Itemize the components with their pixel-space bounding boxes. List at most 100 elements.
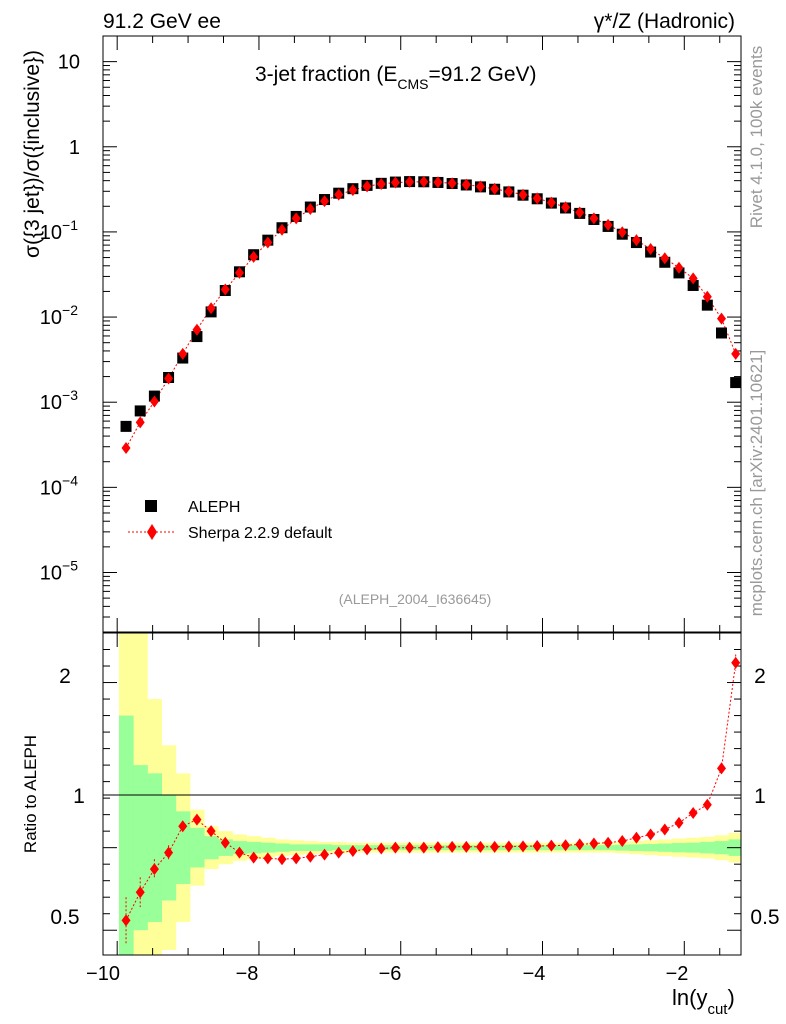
ratio-ytick-right-1: 1	[754, 785, 766, 808]
mc-data-point	[192, 323, 202, 336]
mc-data-point	[504, 185, 514, 198]
x-axis-label: ln(ycut)	[672, 985, 735, 1018]
main-ytick-label: 1	[69, 137, 80, 159]
ratio-mc-point	[518, 840, 528, 853]
aleph-data-point	[191, 331, 203, 343]
mc-data-point	[334, 188, 344, 201]
legend-aleph-label: ALEPH	[188, 499, 240, 516]
ratio-band-green	[714, 841, 730, 855]
ratio-mc-point	[660, 823, 670, 836]
main-data-series	[120, 175, 742, 454]
ratio-ytick-right-2: 2	[754, 665, 766, 688]
main-ytick-label: 10	[58, 52, 80, 74]
rivet-version-label: Rivet 4.1.0, 100k events	[747, 46, 766, 228]
mc-data-point	[731, 347, 741, 360]
mc-data-point	[390, 176, 400, 189]
mc-data-point	[447, 177, 457, 190]
main-y-tick-labels: 10−5 10−4 10−3 10−2 10−1 1 10	[40, 52, 80, 585]
ratio-mc-point	[603, 836, 613, 849]
mc-data-point	[475, 180, 485, 193]
ratio-band-green	[303, 844, 318, 851]
ratio-mc-point	[405, 841, 415, 854]
ratio-mc-point	[164, 846, 174, 859]
mc-data-point	[717, 312, 727, 325]
mc-data-point	[135, 416, 145, 429]
main-ytick-label: 10−5	[40, 557, 78, 584]
ratio-uncertainty-bands	[118, 633, 741, 955]
main-y-axis-label: σ({3 jet})/σ({inclusive})	[21, 50, 44, 258]
ratio-mc-point	[561, 839, 571, 852]
legend-sherpa-label: Sherpa 2.2.9 default	[188, 525, 333, 542]
mc-data-point	[575, 206, 585, 219]
mc-data-point	[220, 283, 230, 296]
mc-data-point	[419, 175, 429, 188]
ratio-mc-point	[206, 825, 216, 838]
ratio-mc-point	[249, 851, 259, 864]
ratio-panel: Ratio to ALEPH 2 1 0.5 2 1 0.5 −10 −8 −6…	[21, 632, 780, 1018]
ratio-mc-point	[390, 841, 400, 854]
mc-data-point	[546, 196, 556, 209]
mc-data-point	[291, 212, 301, 225]
xtick-label-3: −4	[523, 963, 546, 985]
main-ytick-label: 10−2	[40, 302, 78, 329]
ratio-mc-point	[575, 838, 585, 851]
mc-data-point	[405, 175, 415, 188]
ratio-mc-point	[490, 840, 500, 853]
ratio-mc-point	[631, 831, 641, 844]
header-process-label: γ*/Z (Hadronic)	[594, 10, 735, 33]
xtick-label-2: −6	[379, 963, 402, 985]
ratio-mc-point	[589, 837, 599, 850]
aleph-data-point	[134, 405, 146, 417]
mc-data-point	[631, 234, 641, 247]
ratio-mc-point	[376, 842, 386, 855]
ratio-mc-point	[291, 852, 301, 865]
ratio-band-green	[189, 827, 205, 868]
legend-aleph-marker	[145, 500, 157, 512]
legend: ALEPH Sherpa 2.2.9 default	[128, 499, 333, 542]
legend-sherpa-marker	[147, 524, 157, 540]
ratio-band-green	[615, 844, 630, 851]
mc-data-point	[518, 188, 528, 201]
ratio-data-series	[121, 654, 741, 944]
ratio-band-green	[260, 842, 276, 853]
mc-line	[125, 181, 737, 449]
ratio-mc-point	[362, 843, 372, 856]
analysis-id-label: (ALEPH_2004_I636645)	[339, 591, 492, 607]
mc-data-point	[121, 441, 131, 454]
ratio-mc-point	[461, 840, 471, 853]
xtick-label-1: −8	[236, 963, 259, 985]
xtick-label-4: −2	[666, 963, 689, 985]
ratio-mc-point	[717, 762, 727, 775]
aleph-data-point	[701, 299, 713, 311]
ratio-mc-line	[125, 662, 737, 921]
ratio-band-green	[118, 715, 134, 955]
mc-data-point	[362, 180, 372, 193]
ratio-mc-point	[447, 840, 457, 853]
ratio-ytick-left-1: 1	[73, 785, 85, 808]
ratio-mc-point	[178, 820, 188, 833]
ratio-mc-point	[320, 848, 330, 861]
aleph-data-point	[120, 420, 132, 432]
mc-data-point	[320, 195, 330, 208]
ratio-band-green	[643, 844, 659, 852]
mc-data-point	[376, 177, 386, 190]
main-plot-frame	[102, 35, 742, 633]
header-energy-label: 91.2 GeV ee	[103, 10, 221, 33]
mc-data-point	[164, 372, 174, 385]
main-axis-ticks	[103, 35, 741, 633]
ratio-band-green	[289, 844, 304, 851]
mc-data-point	[461, 178, 471, 191]
mc-data-point	[249, 250, 259, 263]
ratio-band-green	[700, 841, 715, 854]
main-ytick-label: 10−3	[40, 387, 78, 414]
mc-data-point	[149, 395, 159, 408]
ratio-band-green	[686, 842, 701, 853]
ratio-mc-point	[334, 846, 344, 859]
mc-data-point	[532, 192, 542, 205]
mc-data-point	[277, 223, 287, 236]
mc-data-point	[263, 236, 273, 249]
mc-data-point	[603, 218, 613, 231]
mc-data-point	[490, 182, 500, 195]
ratio-mc-point	[121, 914, 131, 927]
ratio-mc-point	[149, 863, 159, 876]
